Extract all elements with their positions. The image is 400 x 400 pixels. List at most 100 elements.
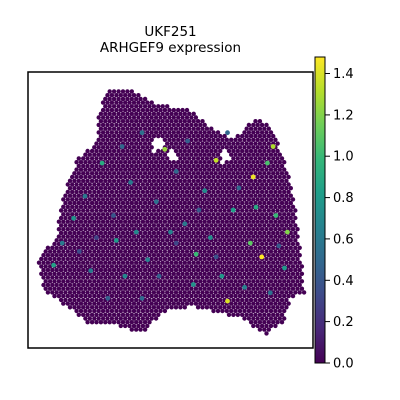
tissue-spot bbox=[89, 178, 95, 183]
tissue-spot bbox=[242, 212, 247, 217]
tissue-spot bbox=[81, 275, 86, 280]
tissue-spot bbox=[215, 279, 221, 284]
tissue-spot bbox=[109, 308, 115, 314]
tissue-spot bbox=[220, 264, 225, 269]
tissue-spot bbox=[218, 163, 223, 169]
tissue-spot bbox=[279, 312, 285, 317]
tissue-spot bbox=[288, 260, 293, 265]
tissue-spot bbox=[233, 219, 238, 224]
tissue-spot bbox=[169, 253, 174, 258]
tissue-spot bbox=[61, 249, 66, 254]
tissue-spot bbox=[125, 163, 130, 169]
tissue-spot bbox=[235, 275, 240, 280]
tissue-spot bbox=[231, 171, 236, 176]
tissue-spot bbox=[191, 156, 196, 161]
tissue-spot bbox=[237, 279, 243, 284]
tissue-spot bbox=[169, 275, 174, 280]
tissue-spot bbox=[65, 271, 71, 276]
tissue-spot bbox=[242, 293, 247, 299]
tissue-spot bbox=[136, 174, 141, 180]
tissue-spot bbox=[171, 256, 176, 262]
tissue-spot bbox=[286, 249, 291, 254]
tissue-spot bbox=[129, 275, 134, 280]
tissue-spot bbox=[67, 245, 73, 250]
tissue-spot bbox=[162, 107, 168, 113]
tissue-spot bbox=[193, 197, 199, 202]
tissue-spot bbox=[87, 264, 93, 269]
tissue-spot bbox=[178, 208, 183, 213]
tissue-spot bbox=[244, 245, 249, 250]
tissue-spot bbox=[198, 145, 203, 150]
tissue-spot bbox=[65, 264, 71, 269]
tissue-spot bbox=[259, 212, 265, 217]
tissue-spot bbox=[116, 223, 121, 228]
tissue-spot bbox=[233, 137, 238, 142]
tissue-spot bbox=[96, 293, 101, 299]
tissue-spot bbox=[138, 178, 143, 183]
tissue-spot bbox=[107, 215, 112, 221]
tissue-spot bbox=[259, 137, 265, 142]
tissue-spot bbox=[297, 253, 302, 258]
tissue-spot bbox=[218, 290, 223, 295]
tissue-spot bbox=[282, 308, 287, 314]
tissue-spot bbox=[134, 297, 139, 303]
tissue-spot bbox=[61, 286, 66, 291]
tissue-spot bbox=[81, 312, 86, 317]
tissue-spot bbox=[284, 178, 289, 183]
tissue-spot bbox=[162, 256, 168, 262]
tissue-spot bbox=[160, 186, 165, 191]
tissue-spot bbox=[67, 267, 73, 273]
tissue-spot bbox=[242, 271, 247, 276]
tissue-spot bbox=[160, 267, 165, 273]
tissue-spot bbox=[125, 230, 130, 236]
tissue-spot bbox=[266, 275, 271, 280]
tissue-spot bbox=[92, 286, 97, 291]
tissue-spot bbox=[125, 89, 130, 94]
tissue-spot bbox=[233, 249, 238, 254]
tissue-spot bbox=[149, 152, 154, 157]
tissue-spot bbox=[83, 189, 88, 195]
tissue-spot bbox=[293, 260, 298, 265]
tissue-spot bbox=[78, 219, 84, 224]
tissue-spot bbox=[87, 279, 93, 284]
tissue-spot bbox=[268, 286, 274, 291]
tissue-spot bbox=[187, 290, 192, 295]
tissue-spot bbox=[275, 290, 280, 295]
tissue-spot bbox=[220, 286, 225, 291]
tissue-spot bbox=[63, 208, 68, 213]
tissue-spot bbox=[248, 253, 254, 258]
tissue-spot bbox=[118, 241, 124, 247]
tissue-spot bbox=[251, 279, 256, 284]
tissue-spot bbox=[248, 193, 254, 198]
tissue-spot bbox=[165, 171, 170, 176]
tissue-spot bbox=[131, 234, 137, 239]
tissue-spot bbox=[153, 130, 159, 135]
tissue-spot bbox=[242, 160, 247, 165]
tissue-spot bbox=[224, 227, 229, 232]
tissue-spot bbox=[125, 253, 130, 258]
tissue-spot bbox=[162, 219, 168, 224]
tissue-spot bbox=[125, 104, 130, 109]
tissue-spot bbox=[282, 219, 287, 224]
tissue-spot bbox=[92, 212, 97, 217]
tissue-spot bbox=[255, 308, 260, 314]
tissue-spot bbox=[131, 182, 137, 187]
tissue-spot bbox=[145, 160, 150, 165]
tissue-spot bbox=[206, 204, 212, 209]
tissue-spot bbox=[65, 219, 71, 224]
tissue-spot bbox=[187, 111, 192, 117]
tissue-spot bbox=[149, 189, 154, 195]
tissue-spot bbox=[191, 163, 196, 169]
tissue-spot bbox=[169, 267, 174, 273]
tissue-spot bbox=[262, 290, 267, 295]
tissue-spot bbox=[87, 308, 93, 314]
tissue-spot bbox=[127, 264, 132, 269]
expression-spot bbox=[230, 207, 236, 213]
tissue-spot bbox=[251, 145, 256, 150]
tissue-spot bbox=[173, 215, 179, 221]
tissue-spot bbox=[257, 320, 263, 325]
tissue-spot bbox=[167, 234, 172, 239]
tissue-spot bbox=[151, 163, 157, 169]
tissue-spot bbox=[198, 122, 203, 128]
tissue-spot bbox=[191, 200, 196, 206]
